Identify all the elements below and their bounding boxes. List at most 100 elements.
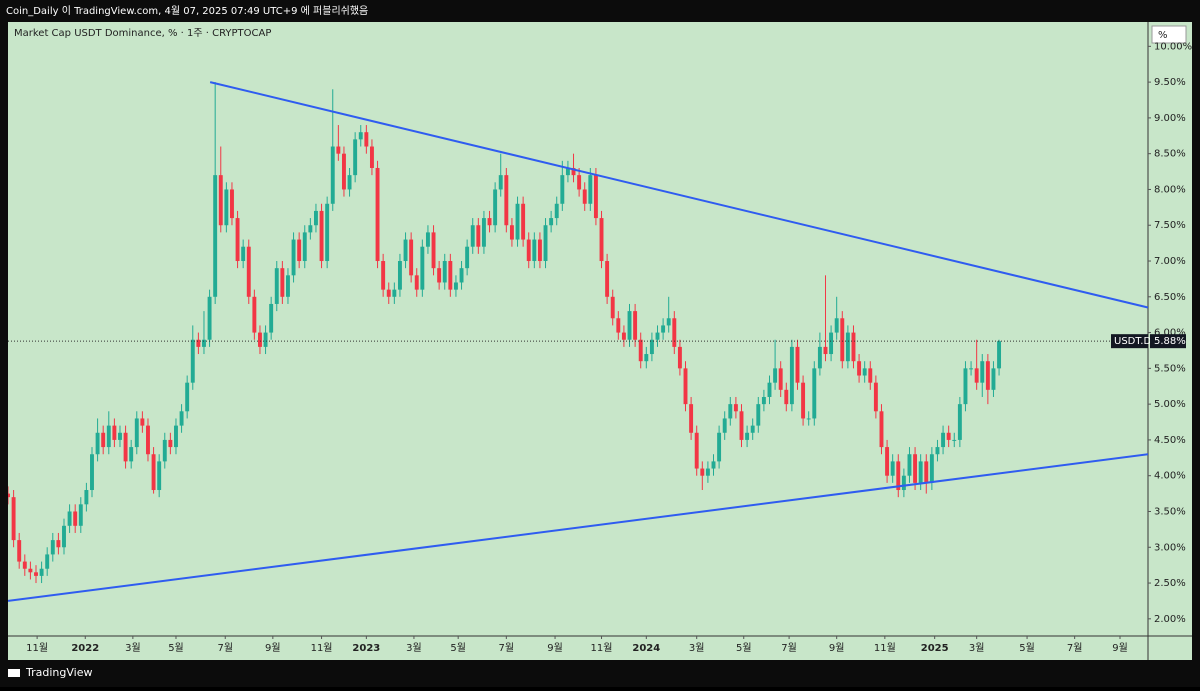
last-symbol: USDT.D bbox=[1114, 336, 1151, 347]
candle-body bbox=[498, 175, 503, 190]
candle-body bbox=[515, 203, 520, 240]
candle-body bbox=[784, 389, 789, 405]
x-tick-label: 5월 bbox=[1019, 642, 1035, 654]
candle-body bbox=[224, 189, 229, 226]
candle-body bbox=[862, 368, 867, 376]
candle-body bbox=[750, 425, 755, 433]
y-tick-label: 8.50% bbox=[1154, 149, 1186, 160]
candle-body bbox=[526, 239, 531, 262]
candle-body bbox=[241, 246, 246, 262]
candle-body bbox=[336, 146, 341, 154]
y-tick-label: 9.00% bbox=[1154, 113, 1186, 124]
candle-body bbox=[442, 261, 447, 283]
candle-body bbox=[146, 425, 150, 455]
y-tick-label: 8.00% bbox=[1154, 184, 1186, 195]
candle-body bbox=[50, 540, 55, 555]
y-tick-label: 7.50% bbox=[1154, 220, 1186, 231]
candle-body bbox=[448, 261, 453, 290]
y-tick-label: 4.50% bbox=[1154, 435, 1186, 446]
candle-body bbox=[465, 246, 470, 269]
candle-body bbox=[521, 203, 526, 240]
y-tick-label: 6.00% bbox=[1154, 328, 1186, 339]
candle-body bbox=[605, 261, 610, 297]
candle-body bbox=[347, 175, 352, 190]
candle-body bbox=[341, 153, 346, 190]
x-tick-label: 9월 bbox=[547, 642, 563, 654]
x-tick-label: 3월 bbox=[125, 642, 141, 654]
x-tick-label: 11월 bbox=[874, 642, 896, 654]
candle-body bbox=[168, 439, 173, 448]
candle-body bbox=[935, 447, 940, 455]
candle-body bbox=[767, 382, 772, 397]
candle-body bbox=[123, 432, 128, 462]
candle-body bbox=[459, 268, 464, 283]
candle-body bbox=[873, 382, 878, 412]
unit-box[interactable] bbox=[1151, 25, 1187, 44]
candle-body bbox=[857, 361, 862, 376]
candle-body bbox=[616, 318, 621, 333]
candle-body bbox=[694, 432, 699, 469]
candle-body bbox=[806, 418, 811, 420]
candle-body bbox=[924, 461, 929, 483]
candle-body bbox=[661, 325, 666, 333]
candle-body bbox=[711, 461, 716, 469]
candle-body bbox=[112, 425, 117, 440]
candle-body bbox=[969, 368, 974, 370]
footer: TradingView bbox=[25, 666, 92, 679]
candle-body bbox=[823, 346, 828, 355]
candle-body bbox=[901, 475, 906, 491]
candle-body bbox=[129, 447, 134, 462]
candle-body bbox=[980, 361, 985, 383]
last-symbol-box bbox=[1111, 334, 1148, 349]
candle-body bbox=[392, 289, 397, 297]
candle-body bbox=[17, 540, 22, 562]
candle-body bbox=[134, 418, 139, 448]
unit-label: % bbox=[1158, 30, 1168, 41]
candle-body bbox=[369, 146, 374, 168]
candle-body bbox=[202, 339, 206, 347]
candle-body bbox=[560, 175, 565, 204]
y-tick-label: 7.00% bbox=[1154, 256, 1186, 267]
candle-body bbox=[190, 339, 195, 383]
candle-body bbox=[946, 432, 951, 440]
candle-body bbox=[868, 368, 873, 383]
candle-body bbox=[532, 239, 537, 262]
candle-body bbox=[756, 404, 761, 426]
candle-body bbox=[481, 218, 486, 247]
candle-body bbox=[39, 568, 44, 576]
candle-body bbox=[213, 175, 218, 297]
y-tick-label: 3.50% bbox=[1154, 506, 1186, 517]
x-tick-label: 9월 bbox=[265, 642, 281, 654]
logo bbox=[8, 669, 20, 677]
candle-body bbox=[381, 261, 386, 290]
candle-body bbox=[543, 225, 548, 262]
candle-body bbox=[963, 368, 968, 405]
y-tick-label: 5.50% bbox=[1154, 363, 1186, 374]
candle-body bbox=[185, 382, 190, 412]
y-tick-label: 9.50% bbox=[1154, 77, 1186, 88]
candle-body bbox=[45, 554, 50, 569]
candle-body bbox=[291, 239, 296, 276]
candle-body bbox=[28, 568, 33, 573]
candle-body bbox=[633, 311, 638, 340]
candle-body bbox=[593, 175, 598, 219]
x-tick-label: 2022 bbox=[71, 643, 99, 654]
candle-body bbox=[403, 239, 408, 262]
candle-body bbox=[235, 218, 240, 262]
x-tick-label: 7월 bbox=[217, 642, 233, 654]
candle-body bbox=[907, 454, 912, 476]
candle-body bbox=[179, 411, 184, 426]
y-tick-label: 4.00% bbox=[1154, 471, 1186, 482]
candle-body bbox=[812, 368, 817, 419]
candle-body bbox=[431, 232, 436, 269]
candle-body bbox=[689, 404, 694, 433]
candle-body bbox=[549, 218, 554, 226]
y-tick-label: 6.50% bbox=[1154, 292, 1186, 303]
candle-body bbox=[918, 461, 923, 483]
candle-body bbox=[957, 404, 962, 440]
x-tick-label: 2023 bbox=[352, 643, 380, 654]
candle-body bbox=[101, 432, 106, 448]
candle-body bbox=[319, 210, 324, 262]
candle-body bbox=[84, 490, 89, 505]
